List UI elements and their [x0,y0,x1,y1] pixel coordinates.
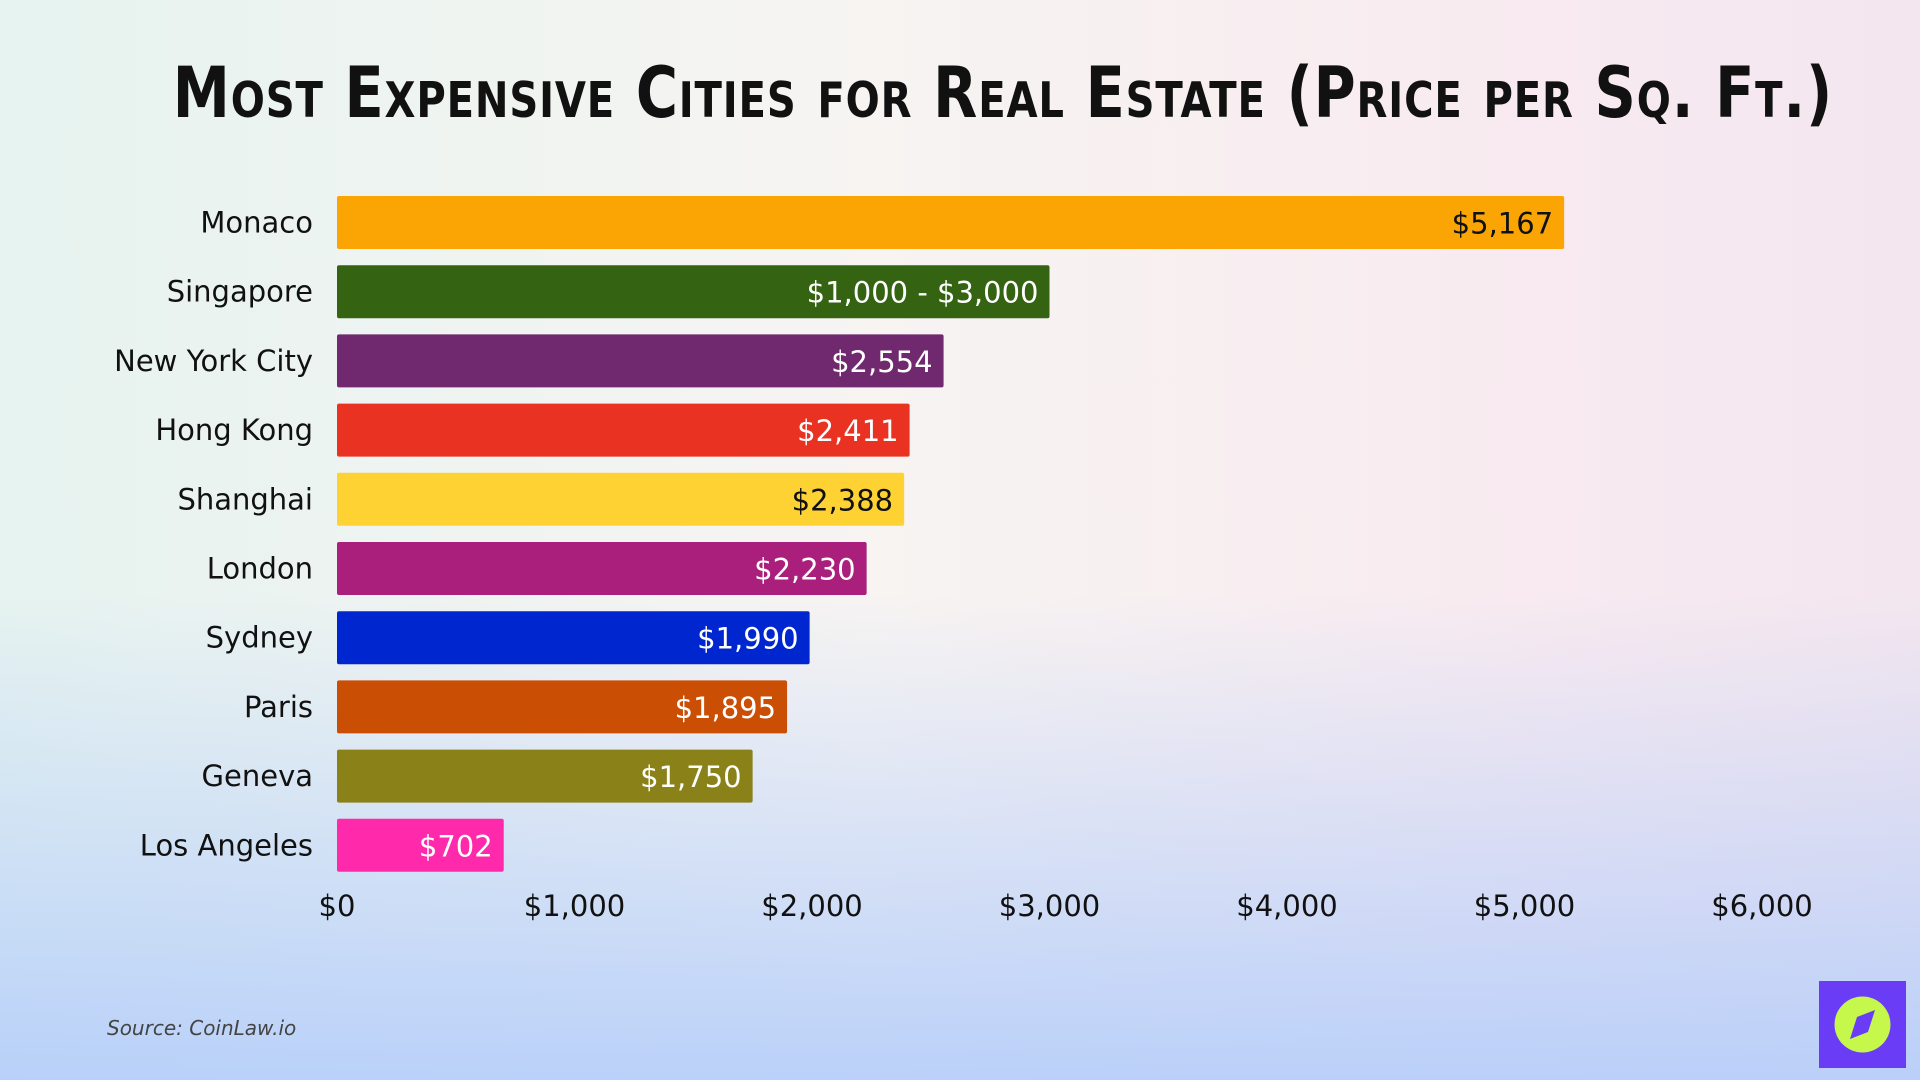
data-label: $2,230 [754,553,855,587]
brand-logo [1819,981,1906,1068]
category-label: Los Angeles [140,828,313,862]
category-label: New York City [114,344,313,378]
x-tick-label: $2,000 [761,889,862,923]
x-tick-label: $5,000 [1474,889,1575,923]
data-label: $2,411 [797,414,898,448]
category-label: Monaco [200,206,313,240]
data-label: $1,895 [675,691,776,725]
category-label: London [207,552,313,586]
category-label: Shanghai [177,482,313,516]
data-label: $2,554 [831,345,932,379]
x-tick-label: $3,000 [999,889,1100,923]
data-label: $702 [419,829,493,863]
data-label: $2,388 [792,483,893,517]
bar [337,749,753,803]
bar [337,472,905,526]
category-label: Paris [244,690,313,724]
data-label: $1,990 [697,622,798,656]
bar [337,680,788,734]
bar [337,265,1050,319]
x-tick-label: $4,000 [1236,889,1337,923]
x-tick-label: $0 [319,889,356,923]
bar [337,611,810,665]
data-label: $5,167 [1452,207,1553,241]
x-tick-label: $1,000 [524,889,625,923]
category-label: Geneva [202,759,313,793]
category-label: Sydney [206,621,313,655]
x-tick-label: $6,000 [1711,889,1812,923]
bar [337,818,504,872]
chart-title: Most Expensive Cities for Real Estate (P… [172,52,1834,134]
source-note: Source: CoinLaw.io [107,1016,297,1040]
data-label: $1,750 [640,760,741,794]
category-label: Singapore [167,275,313,309]
category-label: Hong Kong [155,413,313,447]
data-label: $1,000 - $3,000 [807,276,1039,310]
bar [337,542,867,595]
bar [337,403,910,457]
compass-icon [1834,996,1891,1053]
bar [337,334,944,388]
bar [337,196,1565,249]
